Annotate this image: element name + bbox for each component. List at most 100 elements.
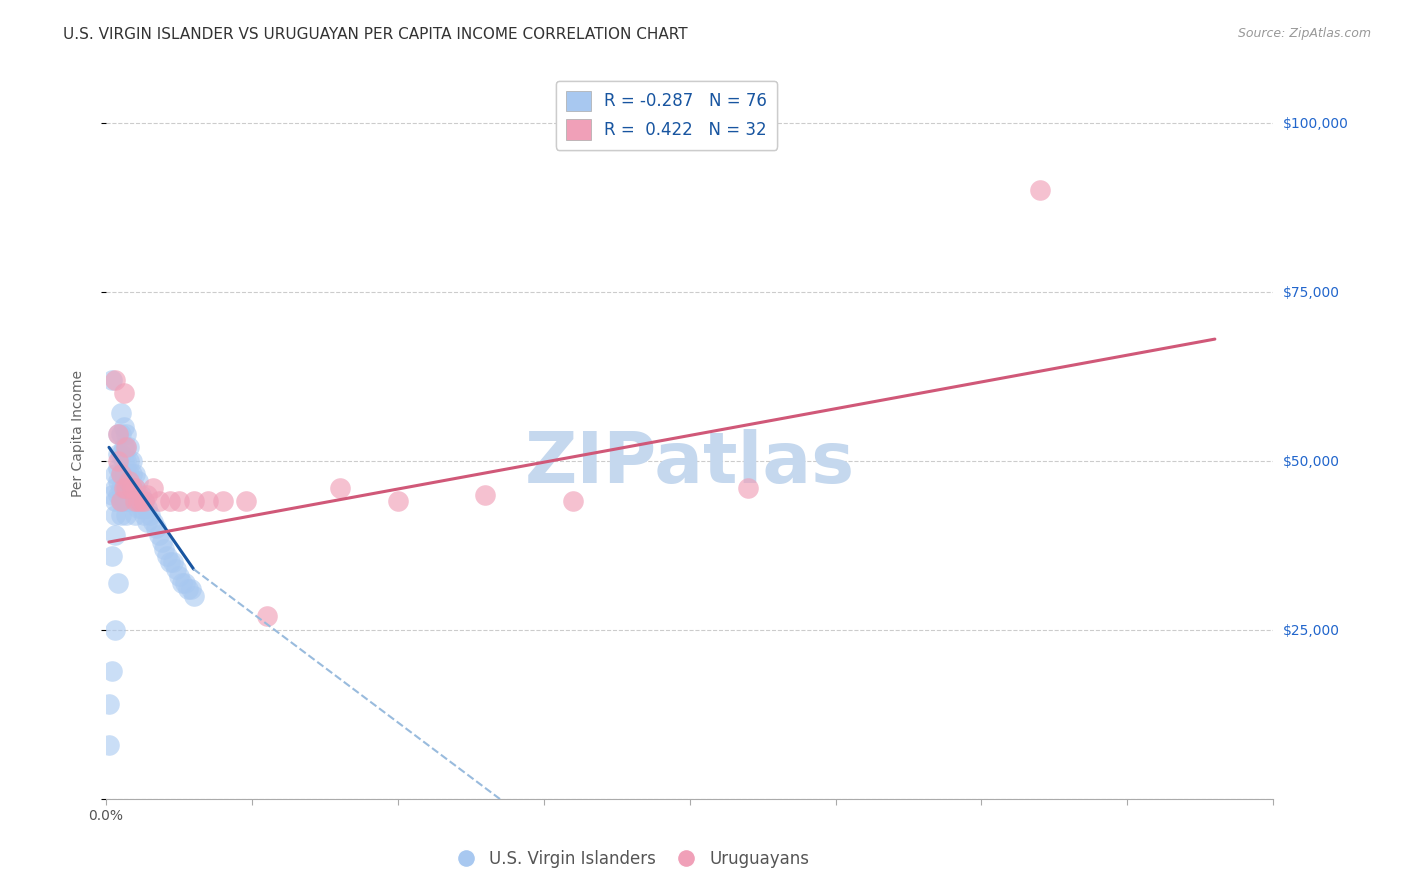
- Point: [474, 488, 496, 502]
- Point: [132, 494, 155, 508]
- Point: [148, 494, 170, 508]
- Point: [115, 494, 138, 508]
- Point: [110, 407, 132, 421]
- Point: [112, 386, 135, 401]
- Point: [107, 426, 129, 441]
- Point: [112, 440, 135, 454]
- Point: [127, 501, 149, 516]
- Point: [110, 467, 132, 482]
- Point: [110, 494, 132, 508]
- Point: [98, 698, 121, 712]
- Point: [561, 494, 583, 508]
- Point: [115, 481, 138, 495]
- Point: [110, 494, 132, 508]
- Point: [107, 488, 129, 502]
- Point: [135, 501, 157, 516]
- Point: [256, 609, 278, 624]
- Point: [129, 501, 152, 516]
- Text: ZIPatlas: ZIPatlas: [524, 428, 855, 498]
- Y-axis label: Per Capita Income: Per Capita Income: [72, 370, 86, 498]
- Point: [118, 440, 141, 454]
- Point: [112, 494, 135, 508]
- Point: [156, 549, 179, 563]
- Point: [118, 474, 141, 488]
- Point: [101, 664, 124, 678]
- Point: [112, 481, 135, 495]
- Point: [118, 494, 141, 508]
- Point: [110, 481, 132, 495]
- Text: Source: ZipAtlas.com: Source: ZipAtlas.com: [1237, 27, 1371, 40]
- Point: [1029, 183, 1052, 197]
- Point: [121, 481, 143, 495]
- Point: [112, 420, 135, 434]
- Point: [153, 541, 176, 556]
- Legend: R = -0.287   N = 76, R =  0.422   N = 32: R = -0.287 N = 76, R = 0.422 N = 32: [555, 80, 778, 150]
- Point: [118, 481, 141, 495]
- Point: [177, 582, 200, 597]
- Point: [139, 508, 162, 522]
- Point: [167, 569, 190, 583]
- Point: [115, 467, 138, 482]
- Point: [107, 454, 129, 468]
- Point: [104, 467, 127, 482]
- Point: [328, 481, 350, 495]
- Point: [142, 515, 165, 529]
- Point: [98, 738, 121, 752]
- Point: [115, 440, 138, 454]
- Point: [112, 481, 135, 495]
- Point: [115, 426, 138, 441]
- Point: [124, 494, 146, 508]
- Point: [148, 528, 170, 542]
- Point: [101, 373, 124, 387]
- Point: [235, 494, 257, 508]
- Point: [124, 494, 146, 508]
- Point: [107, 447, 129, 461]
- Point: [124, 481, 146, 495]
- Point: [170, 575, 193, 590]
- Point: [110, 467, 132, 482]
- Point: [107, 575, 129, 590]
- Point: [104, 494, 127, 508]
- Legend: U.S. Virgin Islanders, Uruguayans: U.S. Virgin Islanders, Uruguayans: [450, 844, 815, 875]
- Point: [104, 373, 127, 387]
- Point: [121, 481, 143, 495]
- Point: [124, 467, 146, 482]
- Point: [135, 488, 157, 502]
- Point: [135, 515, 157, 529]
- Point: [173, 575, 195, 590]
- Point: [180, 582, 202, 597]
- Text: U.S. VIRGIN ISLANDER VS URUGUAYAN PER CAPITA INCOME CORRELATION CHART: U.S. VIRGIN ISLANDER VS URUGUAYAN PER CA…: [63, 27, 688, 42]
- Point: [112, 454, 135, 468]
- Point: [101, 488, 124, 502]
- Point: [127, 488, 149, 502]
- Point: [183, 589, 205, 603]
- Point: [118, 467, 141, 482]
- Point: [115, 440, 138, 454]
- Point: [737, 481, 759, 495]
- Point: [150, 535, 173, 549]
- Point: [142, 481, 165, 495]
- Point: [115, 481, 138, 495]
- Point: [107, 460, 129, 475]
- Point: [159, 555, 181, 569]
- Point: [104, 481, 127, 495]
- Point: [115, 508, 138, 522]
- Point: [132, 508, 155, 522]
- Point: [115, 454, 138, 468]
- Point: [107, 474, 129, 488]
- Point: [121, 494, 143, 508]
- Point: [387, 494, 409, 508]
- Point: [110, 508, 132, 522]
- Point: [132, 494, 155, 508]
- Point: [211, 494, 233, 508]
- Point: [129, 488, 152, 502]
- Point: [183, 494, 205, 508]
- Point: [110, 447, 132, 461]
- Point: [197, 494, 219, 508]
- Point: [165, 562, 187, 576]
- Point: [124, 508, 146, 522]
- Point: [104, 623, 127, 637]
- Point: [110, 426, 132, 441]
- Point: [101, 549, 124, 563]
- Point: [121, 467, 143, 482]
